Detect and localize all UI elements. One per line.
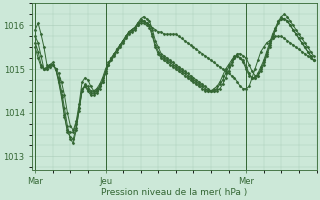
X-axis label: Pression niveau de la mer( hPa ): Pression niveau de la mer( hPa ) bbox=[101, 188, 247, 197]
